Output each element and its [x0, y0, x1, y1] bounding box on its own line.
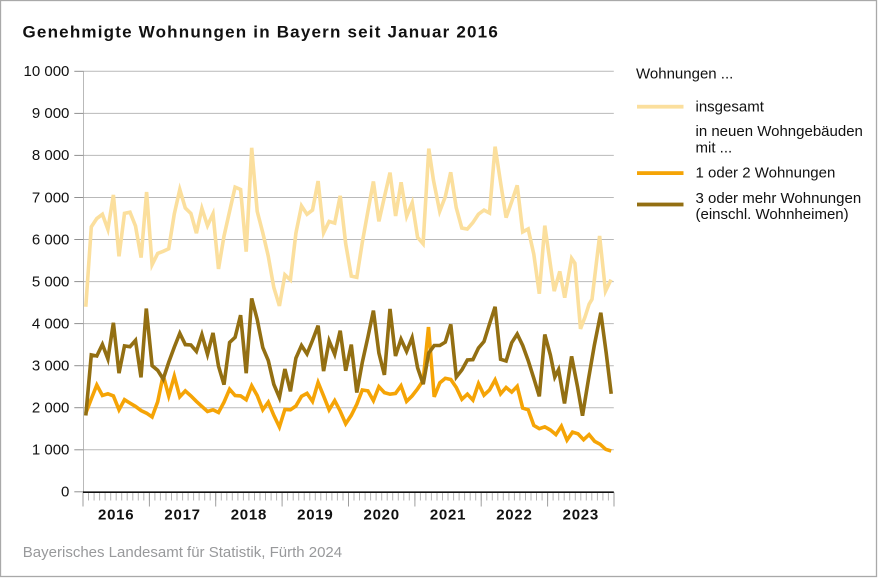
svg-text:4 000: 4 000	[32, 315, 70, 332]
svg-text:2 000: 2 000	[32, 400, 70, 417]
svg-text:1 000: 1 000	[32, 442, 70, 459]
svg-text:Wohnungen ...: Wohnungen ...	[636, 66, 733, 83]
svg-text:2023: 2023	[563, 507, 599, 524]
svg-text:insgesamt: insgesamt	[696, 99, 765, 116]
svg-text:2022: 2022	[496, 507, 532, 524]
svg-text:2019: 2019	[297, 507, 333, 524]
svg-text:in neuen Wohngebäuden: in neuen Wohngebäuden	[696, 123, 863, 140]
svg-text:Genehmigte Wohnungen in Bayern: Genehmigte Wohnungen in Bayern seit Janu…	[23, 23, 499, 42]
svg-text:3 000: 3 000	[32, 358, 70, 375]
svg-text:2020: 2020	[364, 507, 400, 524]
svg-text:7 000: 7 000	[32, 189, 70, 206]
svg-text:10 000: 10 000	[24, 63, 70, 80]
svg-text:2017: 2017	[164, 507, 200, 524]
svg-text:2016: 2016	[98, 507, 134, 524]
svg-text:(einschl. Wohnheimen): (einschl. Wohnheimen)	[696, 206, 849, 223]
svg-text:8 000: 8 000	[32, 147, 70, 164]
svg-text:9 000: 9 000	[32, 105, 70, 122]
svg-text:0: 0	[61, 484, 69, 501]
svg-text:2021: 2021	[430, 507, 466, 524]
svg-text:6 000: 6 000	[32, 231, 70, 248]
svg-text:Bayerisches Landesamt für Stat: Bayerisches Landesamt für Statistik, Für…	[23, 544, 342, 561]
svg-text:5 000: 5 000	[32, 273, 70, 290]
svg-text:3 oder mehr Wohnungen: 3 oder mehr Wohnungen	[696, 190, 862, 207]
svg-text:2018: 2018	[231, 507, 267, 524]
svg-text:1 oder 2 Wohnungen: 1 oder 2 Wohnungen	[696, 164, 836, 181]
svg-text:mit ...: mit ...	[696, 139, 733, 156]
